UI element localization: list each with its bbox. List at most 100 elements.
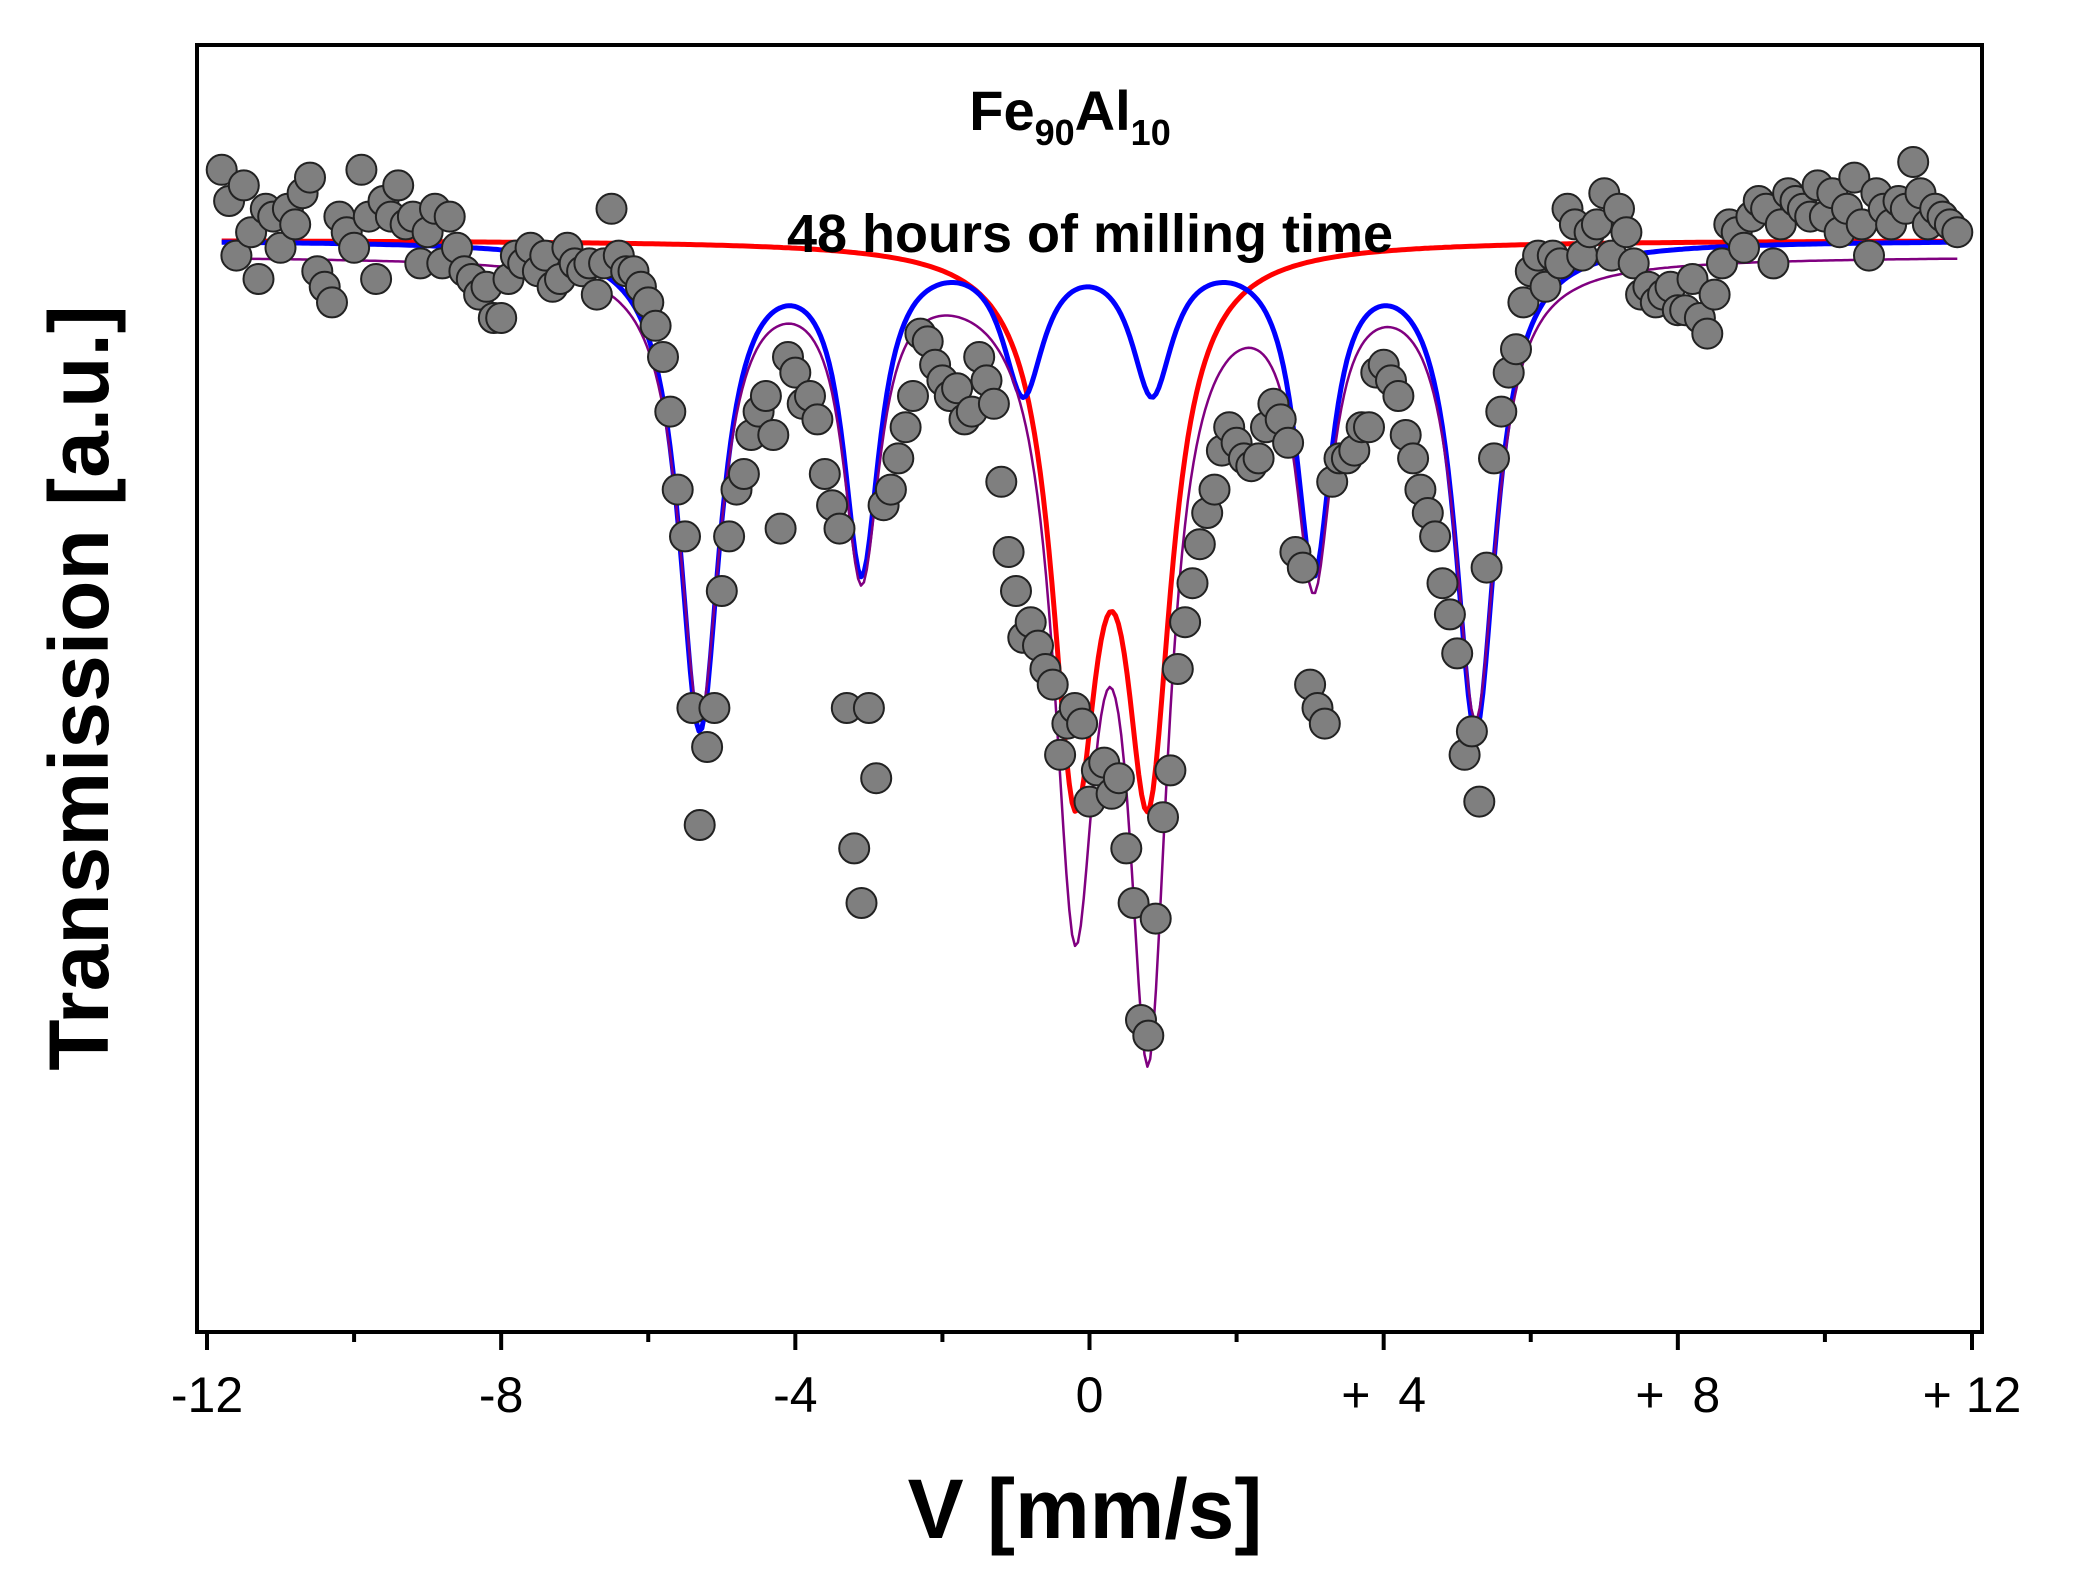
data-point: [1176, 567, 1209, 600]
data-point: [838, 832, 871, 865]
x-tick-label: + 12: [1923, 1367, 2022, 1423]
data-point: [1102, 762, 1135, 795]
x-axis-ticks: [205, 1332, 1974, 1350]
data-point: [294, 161, 326, 194]
data-point: [1426, 567, 1459, 600]
data-point: [852, 692, 885, 724]
data-point: [1433, 598, 1466, 631]
data-point: [205, 153, 238, 186]
data-point: [1066, 707, 1099, 740]
data-point: [1529, 270, 1562, 303]
x-tick-label: 0: [1076, 1367, 1104, 1423]
data-point: [1500, 333, 1532, 366]
data-point: [345, 153, 378, 186]
data-point: [1183, 528, 1216, 561]
data-point: [1463, 785, 1496, 818]
data-point: [1044, 738, 1077, 771]
data-point: [801, 403, 834, 436]
data-point: [1132, 1019, 1165, 1052]
data-point: [227, 169, 260, 202]
data-point: [1706, 247, 1738, 280]
x-tick-label: -8: [479, 1367, 523, 1423]
data-points: [205, 146, 1974, 1052]
data-point: [316, 286, 348, 319]
data-point: [360, 263, 393, 295]
x-tick-label: + 8: [1635, 1367, 1720, 1423]
data-point: [1507, 286, 1540, 319]
data-point: [1139, 902, 1172, 935]
data-point: [874, 473, 907, 506]
data-point: [1485, 395, 1518, 428]
data-point: [882, 442, 915, 475]
data-point: [1308, 707, 1341, 740]
data-point: [595, 192, 628, 225]
data-point: [433, 200, 466, 233]
fit-curves: [221, 238, 1958, 1068]
data-point: [669, 520, 701, 553]
data-point: [727, 458, 760, 490]
data-point: [683, 809, 716, 841]
data-point: [1242, 442, 1275, 475]
data-point: [941, 372, 974, 405]
data-point: [654, 395, 687, 428]
data-point: [661, 473, 694, 506]
x-axis-title: V [mm/s]: [908, 1462, 1263, 1556]
data-point: [713, 520, 746, 553]
data-point: [1853, 239, 1885, 272]
data-point: [764, 512, 797, 545]
data-point: [647, 341, 679, 373]
x-tick-label: + 4: [1341, 1367, 1426, 1423]
data-point: [1757, 247, 1790, 280]
data-point: [705, 575, 738, 607]
data-point: [691, 731, 724, 763]
data-point: [1691, 317, 1724, 350]
data-point: [698, 692, 731, 724]
data-point: [1838, 161, 1871, 194]
data-point: [485, 302, 518, 334]
data-point: [264, 231, 297, 264]
data-point: [992, 536, 1025, 568]
data-point: [382, 169, 415, 202]
data-point: [977, 387, 1010, 420]
data-point: [779, 356, 812, 389]
data-point: [897, 380, 929, 412]
data-point: [1272, 426, 1305, 459]
data-point: [1470, 551, 1503, 584]
chart-subtitle: 48 hours of milling time: [787, 204, 1393, 264]
total-fit-curve: [221, 257, 1958, 1068]
data-point: [639, 309, 672, 342]
data-point: [580, 278, 613, 311]
data-point: [1169, 606, 1202, 639]
data-point: [1382, 380, 1415, 412]
data-point: [1154, 754, 1187, 787]
data-point: [279, 208, 312, 241]
data-point: [1676, 263, 1709, 295]
data-point: [1286, 551, 1319, 584]
data-point: [1764, 208, 1797, 241]
data-point: [338, 231, 371, 264]
y-axis-title: Transmission [a.u.]: [32, 305, 126, 1071]
data-point: [1110, 832, 1143, 865]
data-point: [823, 512, 856, 545]
data-point: [1036, 668, 1069, 701]
data-point: [808, 458, 841, 490]
data-point: [235, 216, 268, 249]
data-point: [889, 411, 922, 444]
data-point: [1198, 473, 1231, 506]
data-point: [1161, 653, 1194, 685]
data-point: [1455, 715, 1488, 748]
data-point: [1353, 411, 1385, 444]
data-point: [1147, 801, 1179, 834]
data-point: [1397, 442, 1430, 475]
data-point: [985, 465, 1018, 498]
data-point: [749, 380, 782, 412]
data-point: [1941, 216, 1974, 249]
chart-title-formula: Fe90Al10: [969, 79, 1170, 153]
data-point: [1117, 887, 1150, 919]
data-point: [1728, 231, 1760, 264]
data-point: [1610, 216, 1643, 249]
data-point: [1580, 208, 1613, 241]
data-point: [1441, 637, 1474, 670]
data-point: [845, 887, 878, 919]
